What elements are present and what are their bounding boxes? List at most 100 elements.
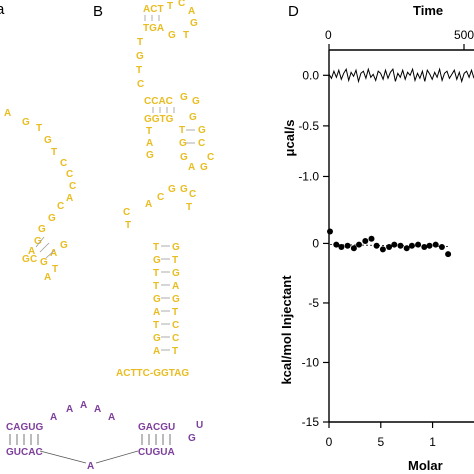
loop-nucleotide: T — [125, 220, 131, 231]
data-point — [445, 251, 452, 258]
data-point — [379, 246, 386, 253]
data-point — [397, 242, 404, 249]
thermogram-trace — [328, 67, 474, 84]
nucleotide: G — [40, 257, 48, 268]
data-point — [333, 241, 340, 248]
nucleotide: G — [198, 125, 206, 136]
lower-y-label: kcal/mol Injectant — [279, 275, 294, 385]
nucleotide: C — [137, 79, 144, 90]
stem-nucleotide-left: G — [153, 255, 161, 266]
nucleotide: A — [87, 461, 94, 472]
stem-nucleotide-left: G — [153, 333, 161, 344]
nucleotide-row: TGA — [143, 23, 164, 34]
nucleotide: G — [192, 96, 200, 107]
data-point — [327, 228, 333, 235]
loop-nucleotide: A — [145, 199, 152, 210]
nucleotide-row: ACT — [143, 4, 164, 15]
loop-nucleotide: A — [108, 412, 115, 423]
nucleotide: C — [198, 138, 205, 149]
nucleotide-row: GACGU — [138, 422, 175, 433]
panel-c-fragment: CAGUG AA A AA GACGU U G GUCAC CUGUA A — [6, 400, 203, 472]
upper-y-tick-label: -1.0 — [298, 169, 319, 183]
stem-nucleotide-right: C — [172, 320, 179, 331]
stem-nucleotide-left: A — [153, 307, 160, 318]
nucleotide: G — [179, 138, 187, 149]
nucleotide-row: GUCAC — [6, 447, 43, 458]
nucleotide: G — [188, 433, 196, 444]
nucleotide: T — [137, 37, 143, 48]
data-point — [386, 244, 393, 250]
data-point — [356, 241, 362, 248]
nucleotide: G — [44, 135, 52, 146]
data-point — [408, 242, 415, 249]
data-point — [391, 241, 398, 248]
nucleotide: T — [136, 65, 142, 76]
nucleotide: C — [57, 201, 64, 212]
stem-nucleotide-left: G — [153, 294, 161, 305]
nucleotide: A — [146, 138, 153, 149]
loop-nucleotide: A — [50, 412, 57, 423]
loop-nucleotide: A — [80, 400, 87, 411]
nucleotide: A — [50, 248, 57, 259]
top-hairpin: ACT T C A TGA G T G T G T C CCAC G G GGT… — [136, 0, 214, 173]
loop-nucleotide: G — [180, 184, 188, 195]
nucleotide: G — [200, 162, 208, 173]
data-point — [350, 245, 357, 252]
nucleotide: T — [52, 264, 58, 275]
data-point — [438, 244, 445, 250]
stem-nucleotide-right: A — [172, 281, 179, 292]
nucleotide: T — [36, 123, 42, 134]
nucleotide: G — [180, 152, 188, 163]
loop-nucleotide: T — [186, 202, 192, 213]
nucleotide: A — [44, 272, 51, 283]
nucleotide: G — [180, 92, 188, 103]
nucleotide: T — [51, 147, 57, 158]
nucleotide: T — [179, 125, 185, 136]
stem-nucleotide-left: T — [153, 281, 159, 292]
top-tick-label: 500 — [454, 28, 474, 42]
nucleotide: A — [28, 246, 35, 257]
nucleotide: C — [60, 158, 67, 169]
upper-y-label: μcal/s — [282, 120, 297, 157]
nucleotide: G — [168, 30, 176, 41]
nucleotide: C — [66, 169, 73, 180]
loop-nucleotide: C — [189, 189, 196, 200]
upper-y-tick-label: -0.5 — [298, 119, 319, 133]
panel-b-letter: B — [93, 3, 103, 20]
bottom-x-tick-label: 0 — [326, 435, 333, 449]
nucleotide-row: CCAC — [144, 96, 173, 107]
panel-b: B ACT T C A TGA G T G T G T C CCAC G G G… — [93, 0, 214, 379]
nucleotide: A — [66, 193, 73, 204]
nucleotide: G — [60, 240, 68, 251]
stem-nucleotide-right: T — [172, 307, 178, 318]
nucleotide: T — [146, 126, 152, 137]
loop-nucleotide: C — [157, 192, 164, 203]
data-point — [373, 242, 380, 249]
nucleotide: A — [188, 162, 195, 173]
loop-nucleotide: A — [94, 404, 101, 415]
bond — [39, 242, 50, 253]
connector — [95, 450, 139, 464]
stem-nucleotide-left: T — [153, 268, 159, 279]
data-point — [426, 242, 433, 249]
nucleotide: C — [178, 0, 185, 9]
stem-nucleotide-left: A — [153, 346, 160, 357]
connector — [39, 450, 87, 464]
nucleotide-row: CUGUA — [138, 447, 175, 458]
nucleotide: A — [4, 108, 11, 119]
nucleotide: C — [207, 152, 214, 163]
loop-nucleotide: A — [66, 404, 73, 415]
nucleotide: C — [69, 181, 76, 192]
nucleotide-row: CAGUG — [6, 422, 43, 433]
bond — [35, 236, 45, 248]
nucleotide: G — [22, 254, 30, 265]
lower-y-tick-label: -10 — [302, 355, 320, 369]
nucleotide: U — [196, 420, 203, 431]
nucleotide-row: GGTG — [144, 114, 174, 125]
data-point — [403, 245, 410, 252]
panel-a-letter-fragment: a — [0, 1, 5, 18]
stem-nucleotide-right: G — [172, 268, 180, 279]
